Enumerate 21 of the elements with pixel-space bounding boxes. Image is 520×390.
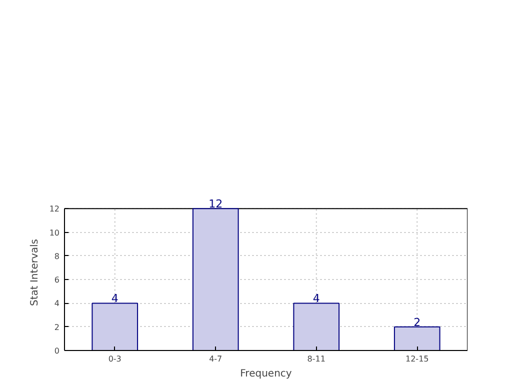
- x-tick-label: 0-3: [108, 354, 122, 364]
- x-tick-label: 12-15: [406, 354, 429, 364]
- data-label: 4: [111, 292, 118, 306]
- x-tick-label: 8-11: [307, 354, 326, 364]
- data-label: 2: [414, 316, 421, 329]
- x-tick-label: 4-7: [209, 354, 222, 364]
- x-axis-title: Frequency: [240, 368, 292, 380]
- bar: [394, 326, 440, 350]
- y-tick-label: 4: [54, 299, 60, 308]
- bar: [293, 302, 340, 350]
- y-tick-label: 6: [54, 276, 60, 285]
- y-tick-label: 8: [54, 252, 60, 261]
- y-tick-label: 2: [54, 322, 60, 332]
- y-tick-label: 12: [49, 204, 60, 214]
- bar: [192, 208, 239, 350]
- data-label: 12: [208, 198, 223, 211]
- y-tick-label: 10: [49, 228, 60, 238]
- y-tick-label: 0: [54, 346, 60, 356]
- y-axis-title: Stat Intervals: [29, 238, 40, 306]
- bar: [92, 302, 138, 350]
- data-label: 4: [312, 292, 320, 306]
